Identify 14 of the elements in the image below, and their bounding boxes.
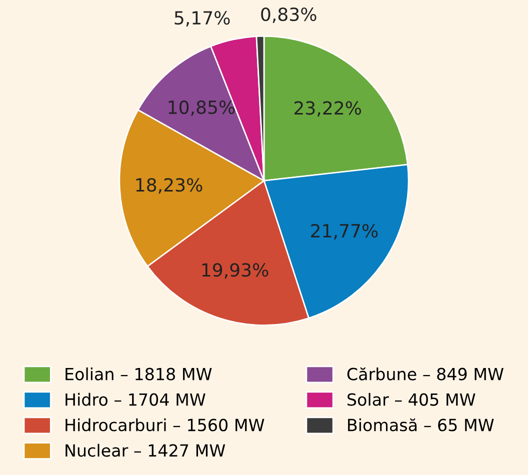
data-label: 10,85% (168, 100, 235, 116)
legend-label: Cărbune – 849 MW (347, 367, 504, 380)
legend-label: Eolian – 1818 MW (66, 367, 212, 380)
legend-label: Biomasă – 65 MW (348, 418, 494, 432)
legend-label: Hidrocarburi – 1560 MW (66, 418, 264, 432)
legend-label: Hidro – 1704 MW (66, 392, 206, 406)
data-label: 18,23% (136, 178, 202, 194)
data-label: 19,93% (202, 263, 268, 279)
legend-label: Nuclear – 1427 MW (66, 444, 226, 457)
data-label: 21,77% (311, 224, 378, 240)
legend-label: Solar – 405 MW (348, 392, 476, 406)
data-label: 23,22% (294, 101, 362, 117)
data-label: 5,17% (174, 11, 230, 26)
data-label: 0,83% (261, 7, 316, 23)
